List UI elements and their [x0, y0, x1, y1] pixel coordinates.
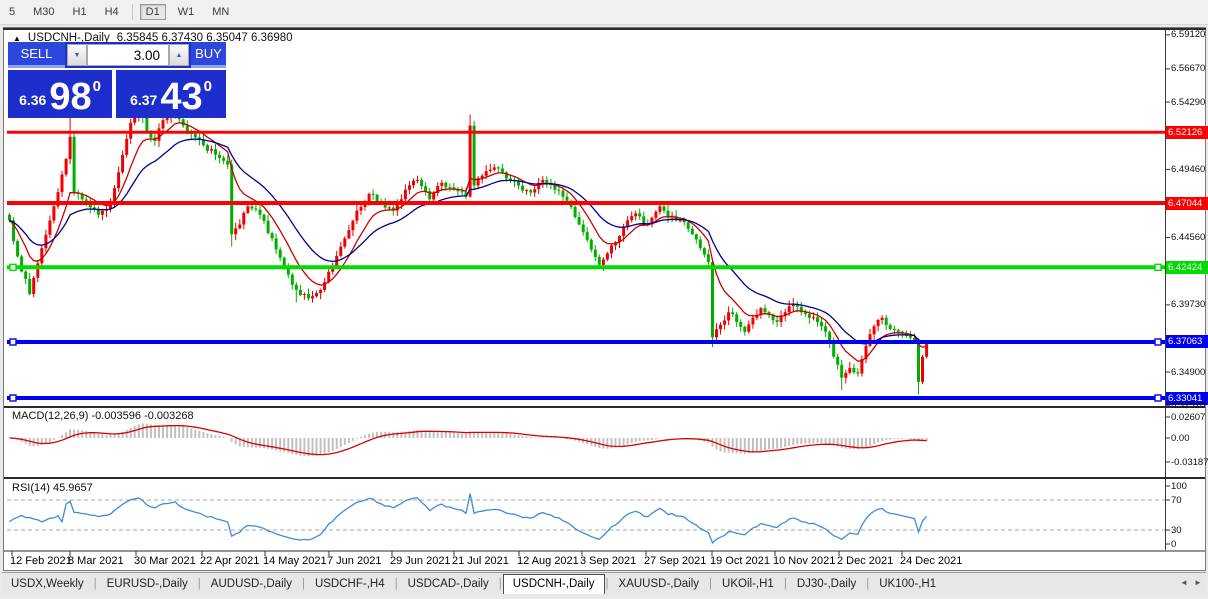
date-label: 10 Nov 2021	[773, 555, 836, 567]
tab-eurusd-daily[interactable]: EURUSD-,Daily	[106, 577, 188, 590]
tab-scroll-left-icon[interactable]: ◄	[1180, 578, 1188, 587]
price-level-tag: 6.52126	[1166, 125, 1208, 139]
price-level-tag: 6.42424	[1166, 260, 1208, 274]
price-axis-label: 6.56670	[1171, 63, 1206, 75]
volume-decrease-button[interactable]: ▼	[67, 44, 87, 66]
tab-separator: |	[301, 577, 305, 590]
price-axis-label: 6.39730	[1171, 299, 1206, 311]
timeframe-button-H1[interactable]: H1	[72, 6, 87, 18]
date-label: 12 Aug 2021	[517, 555, 579, 567]
sell-price-pip: 0	[92, 78, 101, 95]
timeframe-toolbar: 5 M30 H1 H4 D1 W1 MN	[0, 0, 1208, 25]
price-axis-label: 6.32520	[1171, 399, 1206, 411]
date-label: 27 Sep 2021	[644, 555, 707, 567]
rsi-axis-label: 0	[1171, 538, 1177, 550]
timeframe-button-W1[interactable]: W1	[177, 6, 195, 18]
tab-separator: |	[197, 577, 201, 590]
tab-audusd-daily[interactable]: AUDUSD-,Daily	[210, 577, 292, 590]
date-label: 19 Oct 2021	[710, 555, 770, 567]
timeframe-button-MN[interactable]: MN	[212, 6, 230, 18]
date-label: 3 Sep 2021	[580, 555, 637, 567]
chart-tab-bar: USDX,Weekly | EURUSD-,Daily | AUDUSD-,Daily |…	[2, 572, 1206, 594]
buy-price-pip: 0	[203, 78, 212, 95]
sell-price-display[interactable]: 6.36 98 0	[8, 70, 112, 118]
volume-input[interactable]	[87, 44, 169, 66]
tab-separator: |	[866, 577, 870, 590]
tab-separator: |	[394, 577, 398, 590]
buy-button[interactable]: BUY	[191, 42, 226, 68]
price-axis-label: 6.34900	[1171, 366, 1206, 378]
chevron-up-icon: ▲	[175, 51, 183, 59]
date-label: 2 Dec 2021	[837, 555, 894, 567]
sell-button[interactable]: SELL	[8, 42, 65, 68]
price-level-tag: 6.37063	[1166, 335, 1208, 349]
tab-separator: |	[605, 577, 609, 590]
one-click-trade-panel: SELL ▼ ▲ BUY 6.36 98 0 6.37 43 0	[8, 42, 226, 118]
rsi-axis-label: 100	[1171, 480, 1187, 492]
buy-price-small: 6.37	[130, 92, 158, 108]
date-label: 29 Jun 2021	[390, 555, 451, 567]
tab-usdcad-daily[interactable]: USDCAD-,Daily	[407, 577, 489, 590]
timeframe-button-M30[interactable]: M30	[33, 6, 55, 18]
price-axis-label: 6.44560	[1171, 232, 1206, 244]
date-label: 24 Dec 2021	[900, 555, 963, 567]
price-axis-label: 6.49460	[1171, 163, 1206, 175]
tab-usdx-weekly[interactable]: USDX,Weekly	[11, 577, 84, 590]
tab-usdchf-h4[interactable]: USDCHF-,H4	[314, 577, 385, 590]
date-label: 12 Feb 2021	[10, 555, 72, 567]
macd-axis-label: -0.03187	[1171, 456, 1208, 468]
tab-separator: |	[93, 577, 97, 590]
tab-uk100-h1[interactable]: UK100-,H1	[879, 577, 937, 590]
timeframe-button-5[interactable]: 5	[9, 6, 16, 18]
timeframe-button-D1[interactable]: D1	[139, 4, 166, 20]
macd-label: MACD(12,26,9) -0.003596 -0.003268	[12, 410, 194, 422]
rsi-axis-label: 30	[1171, 524, 1182, 536]
tab-usdcnh-daily[interactable]: USDCNH-,Daily	[502, 573, 605, 594]
date-label: 14 May 2021	[263, 555, 327, 567]
timeframe-button-H4[interactable]: H4	[104, 6, 119, 18]
tab-xauusd-daily[interactable]: XAUUSD-,Daily	[618, 577, 700, 590]
chevron-down-icon: ▼	[73, 51, 81, 59]
toolbar-separator	[131, 4, 133, 20]
date-label: 7 Jun 2021	[327, 555, 382, 567]
tab-dj30-daily[interactable]: DJ30-,Daily	[796, 577, 857, 590]
date-label: 30 Mar 2021	[134, 555, 196, 567]
volume-increase-button[interactable]: ▲	[169, 44, 189, 66]
tab-separator: |	[498, 577, 502, 590]
tab-separator: |	[709, 577, 713, 590]
buy-price-display[interactable]: 6.37 43 0	[116, 70, 226, 118]
date-label: 8 Mar 2021	[68, 555, 124, 567]
tab-ukoil-h1[interactable]: UKOil-,H1	[722, 577, 774, 590]
rsi-label: RSI(14) 45.9657	[12, 482, 93, 494]
tab-scroll-right-icon[interactable]: ►	[1194, 578, 1202, 587]
price-level-tag: 6.47044	[1166, 196, 1208, 210]
macd-axis-label: 0.02607	[1171, 411, 1206, 423]
sell-price-big: 98	[49, 76, 92, 119]
sell-price-small: 6.36	[19, 92, 47, 108]
price-axis-label: 6.59120	[1171, 29, 1206, 41]
date-label: 22 Apr 2021	[200, 555, 260, 567]
tab-separator: |	[783, 577, 787, 590]
rsi-axis-label: 70	[1171, 494, 1182, 506]
date-label: 21 Jul 2021	[452, 555, 509, 567]
macd-axis-label: 0.00	[1171, 432, 1190, 444]
price-axis-label: 6.54290	[1171, 96, 1206, 108]
buy-price-big: 43	[160, 76, 203, 119]
